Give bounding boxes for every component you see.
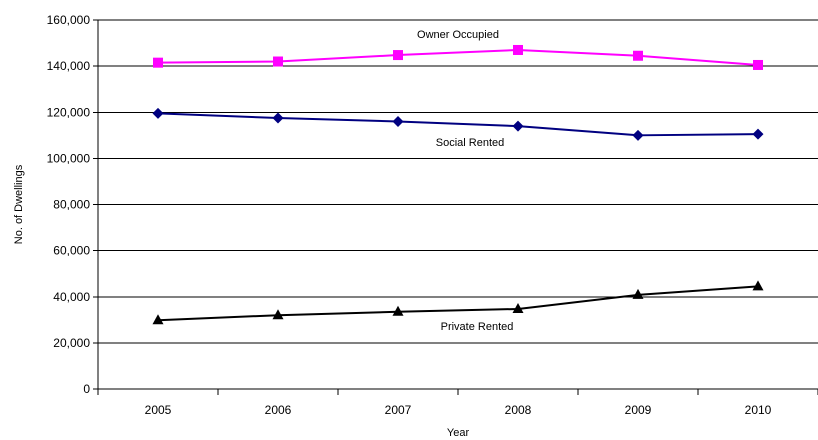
y-tick-label: 0 (83, 382, 90, 396)
x-axis-ticks: 2005 2006 2007 2008 2009 2010 (97, 389, 818, 417)
x-tick-label: 2007 (385, 403, 412, 417)
y-axis-title: No. of Dwellings (13, 164, 25, 244)
y-tick-label: 140,000 (47, 59, 91, 73)
series (152, 44, 764, 325)
y-tick-label: 120,000 (47, 105, 91, 119)
data-point (753, 59, 763, 70)
x-tick-label: 2009 (625, 403, 652, 417)
data-point (152, 314, 164, 325)
series-label-social-rented: Social Rented (436, 137, 505, 149)
x-tick-label: 2010 (745, 403, 772, 417)
y-tick-label: 100,000 (47, 151, 91, 165)
series-line (157, 112, 759, 137)
data-point (513, 44, 523, 55)
data-point (632, 288, 644, 299)
data-point (393, 50, 403, 61)
y-tick-label: 160,000 (47, 13, 91, 27)
data-point (752, 280, 764, 291)
data-point (512, 302, 524, 313)
gridlines (98, 19, 818, 344)
x-tick-label: 2005 (145, 403, 172, 417)
y-tick-label: 60,000 (53, 244, 90, 258)
y-axis-ticks: 0 20,000 40,000 60,000 80,000 100,000 120,000 1… (47, 13, 98, 396)
y-tick-label: 40,000 (53, 290, 90, 304)
y-tick-label: 80,000 (53, 198, 90, 212)
data-point (392, 115, 404, 127)
data-point (633, 50, 643, 61)
series-label-private-rented: Private Rented (441, 321, 514, 333)
data-point (752, 128, 764, 140)
data-point (152, 107, 164, 119)
series-label-owner-occupied: Owner Occupied (417, 29, 499, 41)
y-tick-label: 20,000 (53, 336, 90, 350)
data-point (512, 120, 524, 132)
data-point (632, 129, 644, 141)
series-line (157, 48, 759, 66)
x-axis-title: Year (447, 427, 470, 439)
data-point (272, 112, 284, 124)
x-tick-label: 2006 (265, 403, 292, 417)
data-point (273, 56, 283, 67)
data-point (392, 305, 404, 316)
data-point (153, 57, 163, 68)
data-point (272, 309, 284, 320)
x-tick-label: 2008 (505, 403, 532, 417)
series-line (157, 285, 759, 322)
